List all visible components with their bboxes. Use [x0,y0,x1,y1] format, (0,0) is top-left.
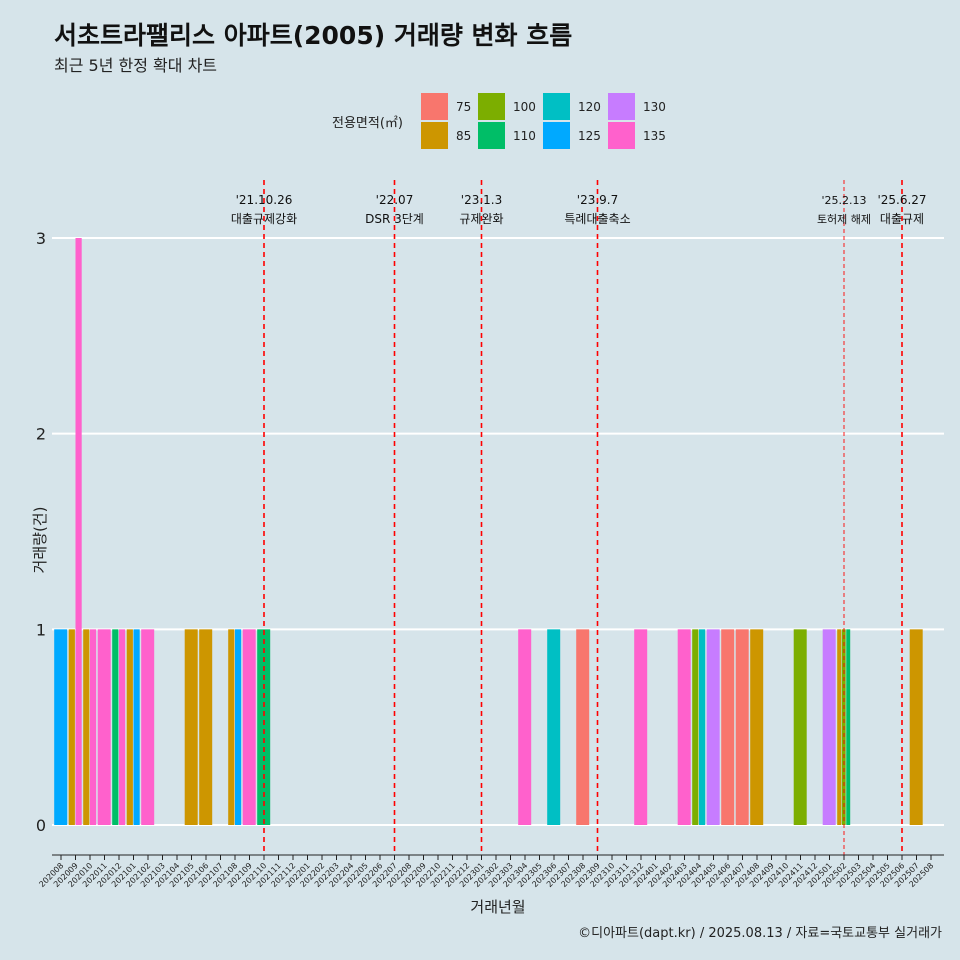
y-tick-label: 1 [36,620,46,639]
legend-item-100: 100 [478,93,536,120]
event-label: 규제완화 [459,212,503,226]
bar-202304-135 [518,629,532,825]
axes: 2020082020092020102020112020122021012021… [37,854,944,889]
legend-item-85: 85 [421,122,471,149]
bar-202404-100 [692,629,699,825]
bar-202502-110 [846,629,851,825]
bar-202403-135 [677,629,691,825]
legend-swatch-110 [478,122,505,149]
legend-swatch-100 [478,93,505,120]
y-tick-label: 3 [36,229,46,248]
legend-label-110: 110 [513,128,536,143]
legend-label-75: 75 [456,99,472,114]
bar-202106-85 [199,629,213,825]
bar-202507-85 [909,629,923,825]
bar-202405-130 [706,629,720,825]
bar-202012-135 [119,629,126,825]
chart-title: 서초트라팰리스 아파트(2005) 거래량 변화 흐름 [54,21,573,50]
bars [54,238,923,825]
bar-202312-135 [634,629,648,825]
legend-label-135: 135 [643,128,666,143]
y-tick-label: 0 [36,816,46,835]
bar-202101-85 [126,629,133,825]
legend-item-120: 120 [543,93,601,120]
legend-swatch-85 [421,122,448,149]
bar-202407-75 [735,629,749,825]
bar-202009-85 [68,629,75,825]
bar-202406-75 [721,629,735,825]
chart-subtitle: 최근 5년 한정 확대 차트 [54,56,218,75]
legend-label-100: 100 [513,99,536,114]
legend-label-130: 130 [643,99,666,114]
bar-202010-135 [90,629,97,825]
legend-item-135: 135 [608,122,666,149]
legend-label-120: 120 [578,99,601,114]
event-label: 대출규제강화 [231,212,297,226]
bar-202109-135 [242,629,256,825]
event-date: '22.07 [376,193,414,207]
legend-item-75: 75 [421,93,471,120]
y-tick-label: 2 [36,425,46,444]
legend-swatch-135 [608,122,635,149]
event-label: 토허제 해제 [817,212,871,226]
bar-202306-120 [547,629,561,825]
source-caption: ©디아파트(dapt.kr) / 2025.08.13 / 자료=국토교통부 실… [578,926,942,941]
event-label: DSR 3단계 [365,212,424,226]
legend-item-125: 125 [543,122,601,149]
grid-lines: 0 1 2 3 [36,229,944,835]
bar-202101-125 [133,629,140,825]
bar-202012-110 [112,629,119,825]
event-label: 특례대출축소 [564,212,630,226]
bar-202010-85 [83,629,90,825]
event-date: '23.9.7 [577,193,618,207]
bar-202501-130 [822,629,836,825]
event-label: 대출규제 [880,212,924,226]
event-date: '25.2.13 [821,194,866,207]
event-date: '25.6.27 [877,193,926,207]
legend-item-110: 110 [478,122,536,149]
bar-202411-100 [793,629,807,825]
bar-202108-125 [235,629,242,825]
bar-202408-85 [750,629,764,825]
bar-202102-135 [141,629,155,825]
y-axis-label: 거래량(건) [30,506,49,574]
legend-title: 전용면적(㎡) [332,116,403,131]
legend-swatch-75 [421,93,448,120]
legend-item-130: 130 [608,93,666,120]
event-lines: '21.10.26 대출규제강화 '22.07 DSR 3단계 '23.1.3 규제완화 '… [231,180,927,855]
event-date: '23.1.3 [461,193,502,207]
event-date: '21.10.26 [236,193,293,207]
bar-202108-85 [228,629,235,825]
bar-202105-85 [184,629,198,825]
bar-202008-125 [54,629,68,825]
bar-202110-110 [257,629,271,825]
legend-swatch-130 [608,93,635,120]
legend-swatch-120 [543,93,570,120]
legend-label-85: 85 [456,128,472,143]
bar-202011-135 [97,629,111,825]
bar-202502-85 [837,629,842,825]
bar-202404-120 [699,629,706,825]
bar-202308-75 [576,629,590,825]
legend-label-125: 125 [578,128,601,143]
legend-swatch-125 [543,122,570,149]
x-axis-label: 거래년월 [470,898,526,916]
bar-202009-135 [75,238,82,825]
